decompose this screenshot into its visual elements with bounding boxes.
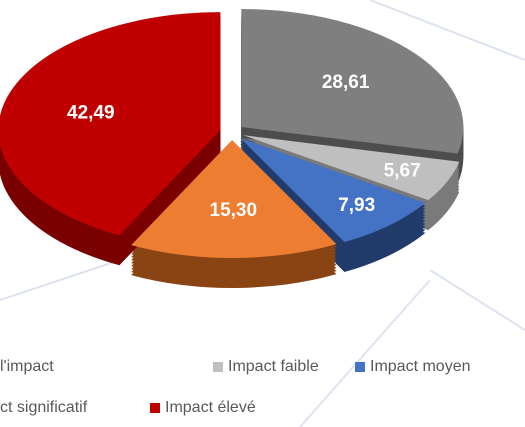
slice: [243, 135, 460, 201]
slice: [241, 9, 464, 154]
legend-label: ct significatif: [0, 399, 88, 416]
slice: [0, 12, 221, 236]
legend-swatch: [355, 362, 365, 372]
data-label: 7,93: [338, 195, 375, 216]
legend-label: Impact moyen: [370, 358, 470, 375]
data-label: 28,61: [322, 72, 370, 93]
legend-label: l'impact: [0, 358, 54, 375]
data-label: 15,30: [210, 200, 258, 221]
legend-label: Impact faible: [228, 358, 319, 375]
legend-label: Impact élevé: [165, 399, 256, 416]
legend-swatch: [150, 403, 160, 413]
data-label: 5,67: [384, 160, 421, 181]
slice: [131, 139, 337, 258]
slice: [240, 137, 426, 243]
data-label: 42,49: [67, 103, 115, 124]
legend-swatch: [213, 362, 223, 372]
